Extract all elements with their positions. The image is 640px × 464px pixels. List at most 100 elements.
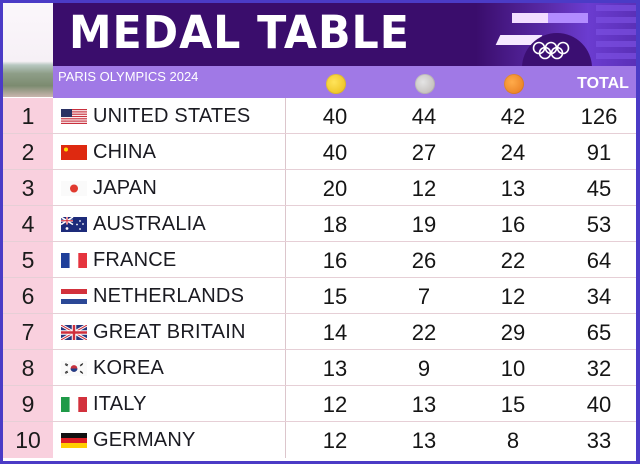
- gold-count: 15: [322, 284, 348, 309]
- table-row: 3 JAPAN 20 12 13 45: [3, 170, 636, 206]
- gold-count: 16: [322, 248, 348, 273]
- total-count: 53: [586, 212, 612, 237]
- header-banner: MEDAL TABLE: [53, 3, 636, 66]
- olympic-rings-icon: [532, 41, 570, 60]
- italy-flag-icon: [61, 397, 87, 412]
- country-name: AUSTRALIA: [93, 213, 206, 235]
- country-cell: GREAT BRITAIN: [53, 314, 286, 349]
- silver-count: 13: [411, 428, 437, 453]
- table-row: 2 CHINA 40 27 24 91: [3, 134, 636, 170]
- rank-cell: 7: [3, 314, 53, 349]
- rank-cell: 10: [3, 422, 53, 458]
- event-subtitle: PARIS OLYMPICS 2024: [58, 69, 199, 84]
- silver-count: 9: [417, 356, 431, 381]
- header-decoration: [476, 3, 636, 66]
- total-count: 64: [586, 248, 612, 273]
- bronze-count: 15: [500, 392, 526, 417]
- country-cell: UNITED STATES: [53, 98, 286, 133]
- gold-count: 20: [322, 176, 348, 201]
- table-row: 1 UNITED STATES 40 44 42 126: [3, 98, 636, 134]
- bronze-count: 29: [500, 320, 526, 345]
- silver-medal-icon: [415, 74, 435, 94]
- great-britain-flag-icon: [61, 325, 87, 340]
- country-cell: NETHERLANDS: [53, 278, 286, 313]
- silver-count: 13: [411, 392, 437, 417]
- table-row: 6 NETHERLANDS 15 7 12 34: [3, 278, 636, 314]
- total-count: 33: [586, 428, 612, 453]
- country-cell: ITALY: [53, 386, 286, 421]
- rank-cell: 8: [3, 350, 53, 385]
- rank-cell: 3: [3, 170, 53, 205]
- page-title: MEDAL TABLE: [69, 6, 410, 59]
- bronze-count: 16: [500, 212, 526, 237]
- total-column-header: TOTAL: [577, 75, 629, 92]
- country-name: ITALY: [93, 393, 147, 415]
- gold-count: 12: [322, 392, 348, 417]
- bronze-count: 8: [506, 428, 520, 453]
- rank-cell: 6: [3, 278, 53, 313]
- country-name: CHINA: [93, 141, 157, 163]
- bronze-count: 22: [500, 248, 526, 273]
- gold-count: 40: [322, 104, 348, 129]
- australia-flag-icon: [61, 217, 87, 232]
- total-count: 45: [586, 176, 612, 201]
- germany-flag-icon: [61, 433, 87, 448]
- country-cell: GERMANY: [53, 422, 286, 458]
- table-row: 4 AUSTRALIA 18 19 16 53: [3, 206, 636, 242]
- bronze-medal-icon: [504, 74, 524, 94]
- gold-medal-icon: [326, 74, 346, 94]
- total-count: 34: [586, 284, 612, 309]
- gold-count: 18: [322, 212, 348, 237]
- total-count: 65: [586, 320, 612, 345]
- japan-flag-icon: [61, 181, 87, 196]
- netherlands-flag-icon: [61, 289, 87, 304]
- stadium-photo: [3, 3, 53, 97]
- medal-table-card: MEDAL TABLE PARIS OLYMPICS 2024 TOTAL: [3, 3, 636, 461]
- rank-cell: 5: [3, 242, 53, 277]
- gold-count: 40: [322, 140, 348, 165]
- table-row: 7 GREAT BRITAIN 14 22 29 65: [3, 314, 636, 350]
- country-name: GERMANY: [93, 429, 196, 451]
- silver-count: 26: [411, 248, 437, 273]
- bronze-count: 13: [500, 176, 526, 201]
- table-row: 5 FRANCE 16 26 22 64: [3, 242, 636, 278]
- country-name: NETHERLANDS: [93, 285, 245, 307]
- country-name: FRANCE: [93, 249, 177, 271]
- silver-count: 44: [411, 104, 437, 129]
- rank-cell: 2: [3, 134, 53, 169]
- total-count: 40: [586, 392, 612, 417]
- china-flag-icon: [61, 145, 87, 160]
- rank-cell: 9: [3, 386, 53, 421]
- rank-cell: 4: [3, 206, 53, 241]
- country-name: KOREA: [93, 357, 165, 379]
- table-row: 8 KOREA 13 9 10 32: [3, 350, 636, 386]
- gold-count: 12: [322, 428, 348, 453]
- medal-table: 1 UNITED STATES 40 44 42 126 2: [3, 98, 636, 458]
- silver-count: 27: [411, 140, 437, 165]
- table-row: 9 ITALY 12 13 15 40: [3, 386, 636, 422]
- country-cell: FRANCE: [53, 242, 286, 277]
- country-cell: JAPAN: [53, 170, 286, 205]
- total-count: 126: [580, 104, 618, 129]
- total-count: 32: [586, 356, 612, 381]
- silver-count: 19: [411, 212, 437, 237]
- us-flag-icon: [61, 109, 87, 124]
- country-name: UNITED STATES: [93, 105, 251, 127]
- country-cell: CHINA: [53, 134, 286, 169]
- total-count: 91: [586, 140, 612, 165]
- country-cell: KOREA: [53, 350, 286, 385]
- silver-count: 22: [411, 320, 437, 345]
- gold-count: 14: [322, 320, 348, 345]
- column-header-bar: PARIS OLYMPICS 2024 TOTAL: [53, 66, 636, 98]
- country-cell: AUSTRALIA: [53, 206, 286, 241]
- france-flag-icon: [61, 253, 87, 268]
- country-name: GREAT BRITAIN: [93, 321, 246, 343]
- table-row: 10 GERMANY 12 13 8 33: [3, 422, 636, 458]
- bronze-count: 42: [500, 104, 526, 129]
- bronze-count: 12: [500, 284, 526, 309]
- country-name: JAPAN: [93, 177, 157, 199]
- bronze-count: 24: [500, 140, 526, 165]
- bronze-count: 10: [500, 356, 526, 381]
- gold-count: 13: [322, 356, 348, 381]
- silver-count: 12: [411, 176, 437, 201]
